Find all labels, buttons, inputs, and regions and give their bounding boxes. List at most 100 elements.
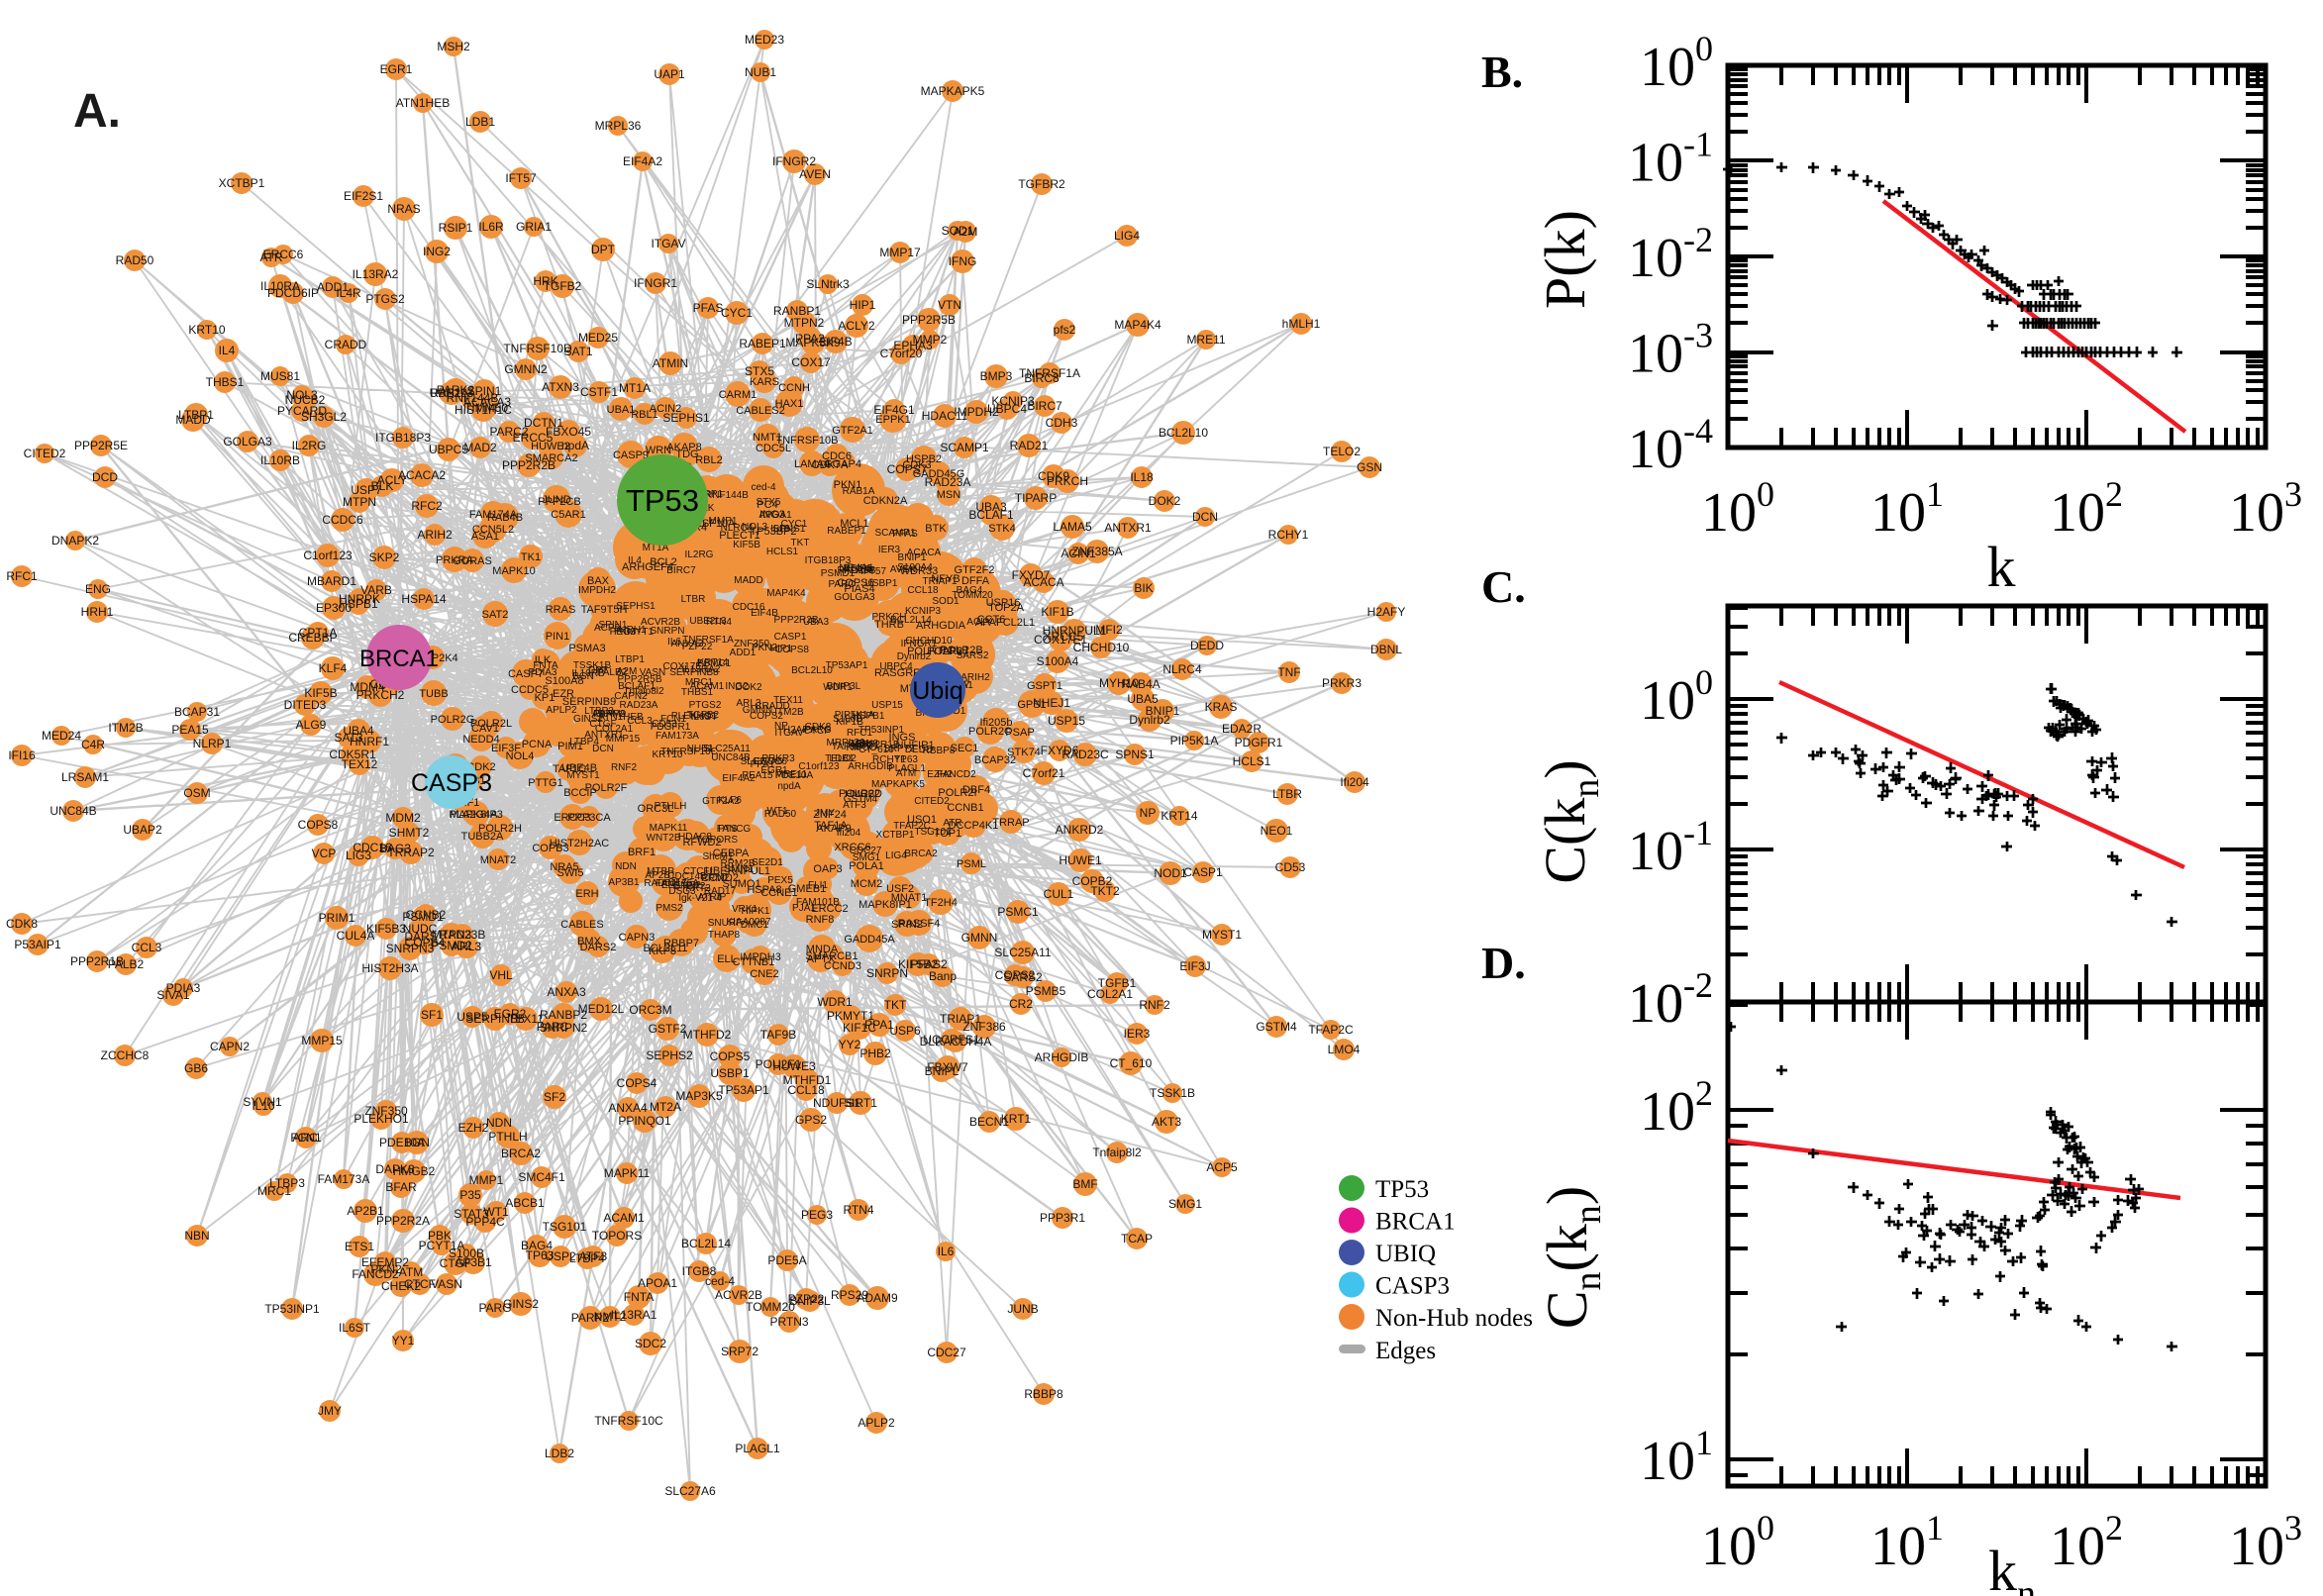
svg-text:MDM2: MDM2 (385, 811, 421, 825)
svg-text:TRIAP1: TRIAP1 (922, 576, 957, 587)
svg-text:NUB1: NUB1 (745, 65, 776, 79)
svg-text:NMT2: NMT2 (594, 1310, 627, 1324)
svg-text:ITM2B: ITM2B (774, 707, 804, 718)
svg-text:HSPA14: HSPA14 (401, 592, 446, 606)
svg-text:Ifi204: Ifi204 (1340, 775, 1369, 789)
svg-text:CYC1: CYC1 (781, 519, 808, 530)
svg-text:CCL18: CCL18 (787, 1083, 825, 1097)
svg-text:WT1: WT1 (483, 1205, 509, 1219)
svg-text:HUWE1: HUWE1 (1059, 853, 1102, 867)
svg-text:ZNF24: ZNF24 (813, 809, 847, 821)
svg-text:LDB1: LDB1 (465, 115, 495, 129)
svg-text:PARK2: PARK2 (437, 383, 475, 397)
svg-text:DEDD: DEDD (905, 745, 933, 755)
svg-text:CYC1: CYC1 (721, 306, 753, 320)
svg-text:MAD2: MAD2 (463, 441, 497, 454)
svg-text:TP63: TP63 (894, 754, 918, 765)
svg-text:USP7: USP7 (351, 483, 382, 497)
svg-text:GSTM4: GSTM4 (1256, 1020, 1297, 1034)
svg-text:AVEN: AVEN (890, 564, 917, 575)
svg-text:MAPK8IP3: MAPK8IP3 (450, 809, 503, 821)
svg-text:BRCA1: BRCA1 (1375, 1209, 1456, 1236)
svg-text:WDR33: WDR33 (900, 565, 939, 577)
svg-text:A2M: A2M (954, 225, 978, 239)
svg-text:APOA1: APOA1 (758, 510, 792, 521)
svg-text:PPA1: PPA1 (864, 1018, 894, 1032)
svg-text:ANKRD2: ANKRD2 (1056, 823, 1104, 837)
svg-text:UBIQ: UBIQ (1375, 1241, 1436, 1267)
svg-text:AKAP8: AKAP8 (666, 442, 701, 453)
svg-text:PEA15: PEA15 (742, 770, 773, 781)
svg-text:ACACA: ACACA (1023, 575, 1063, 589)
svg-text:RAB4A: RAB4A (1121, 677, 1160, 691)
svg-text:UBA3: UBA3 (975, 500, 1007, 514)
svg-text:POLR2C: POLR2C (968, 726, 1012, 738)
svg-text:USO1: USO1 (907, 814, 937, 826)
svg-text:HSPA8: HSPA8 (747, 884, 781, 896)
svg-text:XCTBP1: XCTBP1 (219, 176, 265, 190)
svg-text:TAF9B: TAF9B (832, 742, 862, 752)
svg-text:COX17E1: COX17E1 (662, 661, 707, 672)
svg-text:DNAPK2: DNAPK2 (51, 534, 99, 548)
svg-text:MAP4K4: MAP4K4 (1114, 318, 1162, 332)
svg-text:PIM1: PIM1 (557, 741, 583, 752)
svg-text:ARC: ARC (292, 1131, 318, 1145)
svg-text:CDK7A: CDK7A (812, 459, 849, 471)
svg-text:IL6: IL6 (938, 1245, 955, 1258)
svg-text:AP3B1: AP3B1 (454, 1255, 492, 1269)
svg-text:ZNF386: ZNF386 (962, 1020, 1006, 1034)
svg-text:PEX5: PEX5 (767, 875, 793, 886)
svg-text:ARHGDIB: ARHGDIB (848, 761, 893, 772)
svg-text:DCTN1: DCTN1 (524, 416, 563, 430)
svg-text:HAX1: HAX1 (775, 398, 804, 410)
svg-text:CHCHD10: CHCHD10 (1073, 641, 1130, 654)
svg-text:RNF144B: RNF144B (447, 391, 499, 405)
svg-text:GB6: GB6 (184, 1061, 208, 1075)
svg-text:CAV1: CAV1 (471, 723, 499, 735)
svg-text:IL18: IL18 (1130, 470, 1154, 484)
svg-text:NHEJ1: NHEJ1 (1033, 696, 1070, 710)
svg-text:PLAGL1: PLAGL1 (735, 1442, 780, 1455)
svg-text:FAM173A: FAM173A (656, 731, 699, 742)
svg-text:SE2D1: SE2D1 (752, 857, 783, 868)
svg-text:RASSF4: RASSF4 (898, 918, 941, 930)
svg-text:TKT2: TKT2 (1090, 884, 1120, 898)
svg-text:Ifi205b: Ifi205b (979, 717, 1012, 729)
svg-text:PRIM1: PRIM1 (319, 911, 355, 925)
svg-text:BMX: BMX (577, 936, 602, 948)
svg-text:XRCC6: XRCC6 (834, 842, 870, 853)
svg-text:TFAP2C: TFAP2C (1308, 1023, 1354, 1037)
svg-text:HDAC11: HDAC11 (922, 409, 968, 423)
svg-text:PRKRA: PRKRA (436, 554, 474, 566)
svg-text:RRM2B: RRM2B (720, 858, 755, 869)
svg-text:BIRC7: BIRC7 (666, 565, 696, 576)
svg-text:TSG101: TSG101 (914, 827, 952, 838)
svg-text:SNRPN3: SNRPN3 (386, 942, 435, 955)
svg-text:C7orf21: C7orf21 (1023, 766, 1065, 780)
svg-text:S100B: S100B (833, 714, 862, 725)
svg-text:UBA4: UBA4 (343, 724, 374, 738)
svg-text:STX5: STX5 (756, 497, 780, 508)
svg-text:hMLH1: hMLH1 (1282, 317, 1321, 331)
svg-text:IL10RB: IL10RB (571, 668, 605, 679)
svg-text:CPT1A: CPT1A (299, 626, 338, 640)
svg-text:GRIA1: GRIA1 (516, 220, 552, 234)
svg-text:MRC1: MRC1 (257, 1184, 291, 1198)
svg-text:COX17: COX17 (791, 355, 831, 369)
svg-text:BCLAF1: BCLAF1 (618, 681, 656, 692)
svg-text:RANBP2: RANBP2 (540, 1008, 587, 1022)
svg-text:npdA: npdA (561, 439, 589, 452)
svg-text:KIF5C: KIF5C (846, 742, 876, 753)
svg-text:KRT1: KRT1 (1001, 1112, 1032, 1126)
svg-text:HRH1: HRH1 (81, 605, 114, 619)
svg-text:TEX12: TEX12 (342, 757, 378, 771)
svg-text:PDGFR1: PDGFR1 (651, 722, 691, 733)
svg-text:BFAR: BFAR (385, 1180, 417, 1194)
svg-text:IMPDH3: IMPDH3 (740, 951, 781, 963)
svg-text:Igk-V21-4: Igk-V21-4 (678, 893, 722, 904)
svg-text:STX5: STX5 (745, 364, 774, 378)
svg-text:YY2: YY2 (839, 1038, 861, 1051)
svg-text:SAT1: SAT1 (563, 345, 592, 358)
svg-text:COPB4: COPB4 (405, 936, 446, 949)
svg-text:MADD: MADD (734, 575, 762, 586)
